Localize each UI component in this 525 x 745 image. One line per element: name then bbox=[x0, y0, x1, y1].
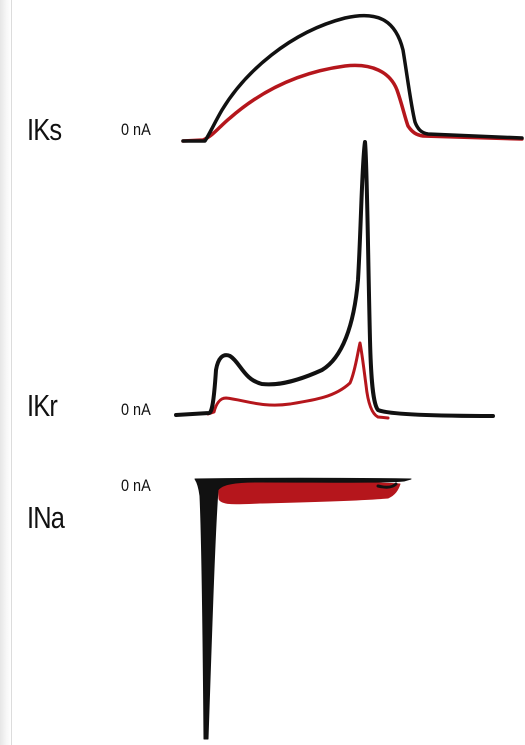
ikr-traces bbox=[174, 140, 495, 420]
iks-traces bbox=[181, 13, 524, 143]
ina-zero-label: 0 nA bbox=[121, 476, 151, 495]
ina-label: INa bbox=[27, 500, 65, 535]
iks-control-trace bbox=[181, 13, 524, 143]
ikr-control-trace bbox=[174, 140, 495, 418]
ikr-drug-trace bbox=[206, 341, 390, 420]
left-window-edge bbox=[0, 0, 11, 745]
ina-drug-trace bbox=[217, 481, 401, 505]
iks-label: IKs bbox=[27, 112, 62, 147]
iks-drug-trace bbox=[181, 63, 524, 143]
ina-traces bbox=[194, 477, 412, 740]
iks-zero-label: 0 nA bbox=[121, 120, 151, 139]
ikr-zero-label: 0 nA bbox=[121, 400, 151, 419]
ikr-label: IKr bbox=[27, 388, 58, 423]
ina-control-tail bbox=[376, 482, 398, 489]
ina-control-trace bbox=[194, 477, 412, 740]
left-window-border bbox=[11, 0, 12, 745]
